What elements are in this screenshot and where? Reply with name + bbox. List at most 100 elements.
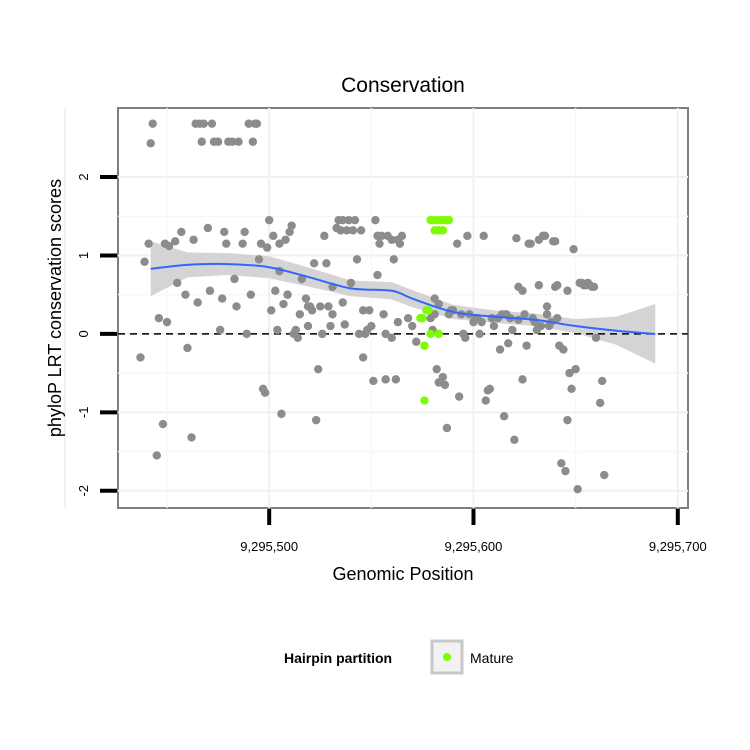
data-point <box>542 310 552 319</box>
data-point <box>565 368 574 378</box>
data-point <box>595 398 605 408</box>
plot-panel <box>117 107 689 509</box>
data-point <box>207 119 217 128</box>
data-point <box>234 137 243 146</box>
data-point <box>189 235 198 244</box>
data-point <box>309 259 319 268</box>
data-point <box>412 337 421 346</box>
data-point <box>316 302 325 311</box>
data-point <box>252 119 262 128</box>
data-point <box>193 298 202 307</box>
data-point <box>303 321 313 331</box>
data-point <box>358 306 368 315</box>
y-tick-label: -1 <box>76 407 91 419</box>
data-point <box>281 235 290 244</box>
data-points <box>136 119 609 494</box>
data-point <box>542 302 552 311</box>
data-point <box>463 231 472 241</box>
data-point <box>293 333 302 343</box>
data-point <box>354 329 364 339</box>
data-point <box>346 278 356 288</box>
data-point <box>324 302 333 311</box>
data-point <box>377 231 386 241</box>
data-point <box>162 317 172 327</box>
y-tick-label: 0 <box>76 330 91 337</box>
data-point <box>269 231 278 241</box>
data-point <box>430 294 439 303</box>
data-point <box>563 286 572 295</box>
data-point <box>381 329 390 339</box>
data-point <box>475 329 484 339</box>
chart-title: Conservation <box>341 74 465 97</box>
data-point <box>434 378 443 387</box>
legend: Hairpin partition Mature <box>284 639 514 675</box>
data-point <box>230 274 239 284</box>
data-point <box>342 226 352 235</box>
data-point <box>393 235 403 244</box>
data-point <box>350 215 360 225</box>
data-point <box>393 317 403 327</box>
data-point <box>279 299 288 309</box>
data-point <box>454 392 464 401</box>
x-tick-label: 9,295,500 <box>240 539 298 554</box>
data-point <box>228 137 237 146</box>
data-point <box>481 396 490 405</box>
data-point <box>171 237 180 246</box>
data-point <box>140 257 149 266</box>
data-point <box>379 310 388 319</box>
mature-point <box>438 226 448 235</box>
data-point <box>217 294 227 303</box>
data-point <box>407 321 417 331</box>
data-point <box>244 119 253 128</box>
data-point <box>322 259 331 268</box>
data-point <box>277 409 286 419</box>
data-point <box>283 290 292 299</box>
data-point <box>199 119 209 128</box>
data-point <box>358 353 368 362</box>
data-point <box>369 376 378 386</box>
data-point <box>148 119 157 128</box>
data-point <box>559 345 568 354</box>
data-point <box>260 388 270 397</box>
data-point <box>267 306 276 315</box>
data-point <box>254 255 264 264</box>
axes: -2 -1 0 1 2 9,295,500 9,295,600 9,295,700 <box>76 173 707 554</box>
data-point <box>518 375 527 384</box>
data-point <box>375 239 384 248</box>
data-point <box>154 313 164 323</box>
data-point <box>381 375 390 384</box>
data-point <box>146 139 155 148</box>
data-point <box>183 343 192 353</box>
smooth-fit <box>150 262 656 335</box>
data-point <box>338 298 347 307</box>
data-point <box>461 333 470 343</box>
data-point <box>173 278 182 288</box>
mature-point <box>434 329 443 339</box>
y-axis-title: phyloP LRT conservation scores <box>45 179 65 437</box>
data-point <box>287 221 296 230</box>
data-point <box>352 255 362 264</box>
data-point <box>430 310 439 319</box>
data-point <box>522 341 531 350</box>
data-point <box>403 313 413 323</box>
x-tick-label: 9,295,700 <box>649 539 707 554</box>
data-point <box>356 226 366 235</box>
data-point <box>136 353 145 362</box>
data-point <box>526 239 535 248</box>
data-point <box>510 435 519 444</box>
data-point <box>262 243 272 252</box>
data-point <box>197 137 206 146</box>
data-point <box>597 376 607 386</box>
data-point <box>177 227 186 237</box>
data-point <box>442 423 452 433</box>
data-point <box>485 384 495 393</box>
data-point <box>181 290 190 299</box>
data-point <box>340 320 349 329</box>
data-point <box>479 231 488 241</box>
data-point <box>452 239 462 248</box>
data-point <box>389 255 399 264</box>
legend-title: Hairpin partition <box>284 650 392 666</box>
data-point <box>220 227 229 237</box>
data-point <box>561 466 570 476</box>
data-point <box>215 325 225 335</box>
